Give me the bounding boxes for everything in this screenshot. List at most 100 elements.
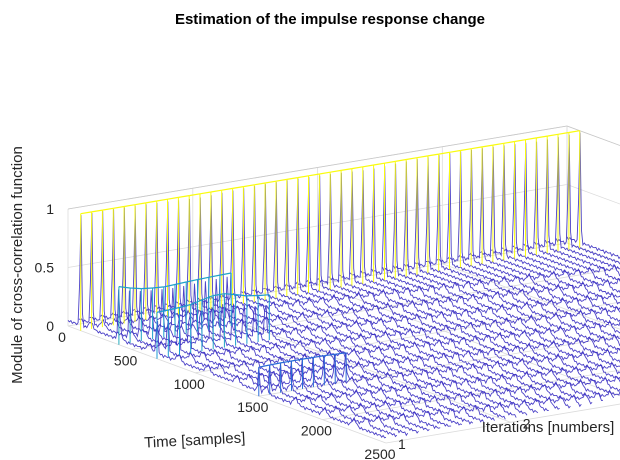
surface-peak-edge [460, 148, 472, 152]
surface-peak-edge [199, 191, 211, 195]
surface-peak-edge [280, 360, 292, 364]
surface-peak-edge [208, 274, 221, 278]
surface-peak-edge [319, 171, 331, 175]
surface-peak-edge [557, 131, 569, 135]
surface-peak-edge [235, 294, 247, 297]
surface-peak-edge [324, 353, 336, 357]
x-tick-label: 0 [58, 329, 66, 345]
surface-peak-edge [189, 193, 201, 197]
surface-peak-edge [438, 151, 450, 155]
surface-slice-line [566, 132, 620, 260]
surface-slice-line [523, 141, 620, 282]
surface-peak-edge [118, 286, 131, 289]
surface-peak-edge [168, 306, 180, 311]
surface-peak-edge [130, 287, 142, 290]
surface-slice-line [360, 168, 620, 368]
surface-peak-edge [265, 180, 277, 184]
surface-peak-edge [156, 198, 168, 202]
surface-peak-edge [224, 293, 236, 296]
surface-slice-line [284, 178, 604, 401]
surface-slice-line [512, 142, 620, 286]
surface-peak-edge [406, 157, 418, 161]
surface-peak-edge [102, 207, 114, 211]
surface-slice-line [295, 176, 615, 399]
surface-slice-line [230, 188, 549, 412]
surface-peak-edge [449, 149, 461, 153]
surface-peak-edge [395, 158, 407, 162]
surface-slice-line [208, 192, 528, 416]
surface-peak-edge [113, 205, 125, 209]
surface-peak-edge [197, 276, 209, 281]
x-tick-label: 2000 [301, 423, 332, 439]
surface-peak-edge [492, 142, 504, 146]
z-tick-label: 0 [46, 318, 54, 334]
x-tick-label: 500 [114, 352, 138, 368]
surface-peak-edge [416, 155, 428, 159]
surface-peak-edge [254, 182, 266, 186]
surface-slice-line [469, 148, 620, 311]
surface-slice-line [252, 184, 571, 409]
surface-slice-line [544, 137, 620, 270]
y-tick-label: 2 [523, 415, 531, 431]
surface-peak-edge [291, 358, 303, 362]
surface-peak-edge [335, 352, 347, 355]
surface-slice-line [338, 171, 620, 380]
surface-slice-line [534, 139, 620, 277]
surface-peak-edge [141, 287, 153, 290]
surface-peak-edge [145, 200, 157, 204]
chart-title: Estimation of the impulse response chang… [175, 11, 485, 28]
x-tick-label: 1500 [237, 399, 268, 415]
surface-peak-edge [330, 169, 342, 173]
z-tick-label: 1 [46, 201, 54, 217]
surface-peak-edge [341, 168, 352, 171]
x-tick-label: 1000 [174, 376, 205, 392]
surface-slice-line [273, 180, 593, 405]
surface-peak-edge [174, 281, 187, 286]
grid-line [385, 403, 620, 444]
surface-peak-edge [232, 186, 244, 189]
surface-peak-edge [152, 286, 164, 289]
surface-peak-edge [167, 196, 179, 200]
surface-peak-edge [313, 355, 325, 358]
surface-slice-line [479, 146, 620, 305]
surface-slice-line [219, 190, 539, 414]
surface-peak-edge [258, 294, 270, 297]
surface-slice-line [328, 172, 620, 383]
surface-peak-edge [384, 160, 396, 164]
grid-line [67, 184, 568, 268]
surface-peak-edge [163, 283, 176, 288]
surface-peak-edge [482, 144, 493, 148]
surface-peak-edge [80, 211, 92, 215]
surface-peak-edge [536, 135, 548, 139]
surface-peak-edge [351, 166, 363, 170]
surface-peak-edge [503, 140, 515, 144]
grid-line [566, 125, 620, 146]
x-axis-label: Time [samples] [144, 429, 246, 451]
surface-peak-edge [221, 187, 233, 191]
surface-peak-edge [178, 195, 190, 198]
surface-peak-edge [219, 272, 232, 276]
surface-peak-edge [243, 184, 255, 188]
surface-peak-edge [302, 356, 314, 360]
surface-peak-edge [91, 209, 103, 213]
z-axis-label: Module of cross-correlation function [9, 146, 26, 384]
surface-peak-edge [297, 175, 309, 179]
grid-line [566, 184, 620, 205]
surface-peak-edge [275, 178, 287, 182]
surface-slice-line [447, 151, 620, 322]
surface-slice-line [501, 144, 620, 294]
x-tick-label: 2500 [364, 446, 395, 460]
surface-peak-edge [286, 177, 298, 180]
surface-slice-line [349, 170, 620, 375]
surface-peak-edge [427, 153, 439, 157]
surface-peak-edge [362, 164, 374, 168]
surface-slice-line [371, 166, 620, 364]
surface-peak-edge [514, 139, 526, 143]
surface-slice-line [414, 157, 620, 340]
surface-peak-edge [269, 362, 281, 366]
axes-grid [67, 125, 620, 444]
surface-peak-edge [124, 204, 136, 208]
surface-slice-line [197, 195, 517, 418]
surface-peak-edge [525, 137, 537, 141]
